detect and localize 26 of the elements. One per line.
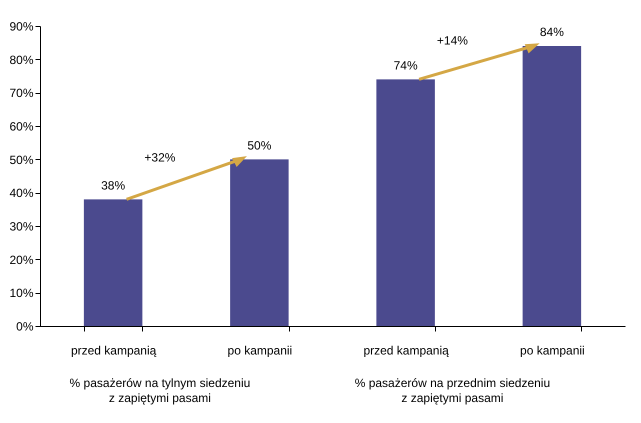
x-tick-label: po kampanii xyxy=(520,344,585,358)
y-tick-label: 10% xyxy=(9,286,34,300)
y-tick-label: 60% xyxy=(9,120,34,134)
text: % pasażerów na tylnym siedzeniu z zapiętymi pasami xyxy=(70,376,250,405)
y-tick-label: 50% xyxy=(9,152,34,167)
y-tick-label: 90% xyxy=(9,20,34,34)
annotation: +32% xyxy=(144,150,176,164)
y-tick-label: 20% xyxy=(9,252,34,267)
data-label: 50% xyxy=(247,138,272,152)
y-tick-label: 40% xyxy=(9,186,34,200)
annotation: +14% xyxy=(436,34,468,48)
x-tick-label: przed kampanią xyxy=(70,344,157,358)
bar xyxy=(84,199,142,326)
x-tick-label: po kampanii xyxy=(228,344,292,358)
y-tick-label: 30% xyxy=(9,220,34,234)
bar xyxy=(376,79,435,326)
y-tick-label: 80% xyxy=(9,52,34,67)
data-label: 74% xyxy=(394,58,418,72)
bar xyxy=(522,46,582,326)
y-tick-label: 0% xyxy=(16,320,34,334)
data-label: 84% xyxy=(540,25,564,39)
y-tick-label: 70% xyxy=(9,86,34,100)
bar xyxy=(230,159,289,326)
text: % pasażerów na przednim siedzeniu z zapiętymi pasami xyxy=(354,376,550,405)
data-label: 38% xyxy=(101,178,126,192)
x-tick-label: przed kampanią xyxy=(363,344,450,358)
